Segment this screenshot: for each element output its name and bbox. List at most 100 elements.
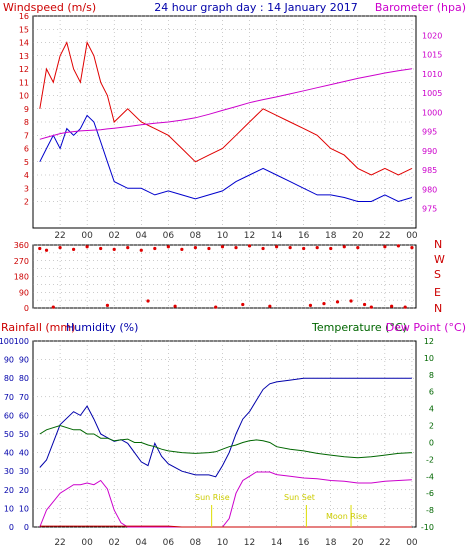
rainfall-y-tick-label: 50	[4, 430, 14, 439]
direction-point	[369, 305, 373, 309]
direction-y-tick-label: 0	[24, 304, 29, 313]
rainfall-axis-title: Rainfall (mm)	[1, 321, 75, 334]
temperature-y-tick-label: -6	[426, 489, 434, 498]
humidity-y-tick-label: 70	[19, 393, 29, 402]
direction-point	[288, 246, 292, 250]
direction-point	[126, 246, 130, 250]
direction-point	[322, 302, 326, 306]
direction-y-tick-label: 360	[14, 241, 29, 250]
climate-x-tick-label: 06	[163, 538, 175, 548]
direction-point	[214, 305, 218, 309]
wind-x-tick-label: 18	[325, 231, 337, 241]
direction-y-tick-label: 180	[14, 273, 29, 282]
rainfall-y-tick-label: 90	[4, 356, 14, 365]
humidity-axis-title: Humidity (%)	[66, 321, 138, 334]
series-rainfall-line	[39, 525, 412, 528]
wind-x-tick-label: 12	[244, 231, 255, 241]
direction-point	[193, 246, 198, 250]
direction-point	[308, 303, 313, 307]
direction-point	[335, 300, 340, 304]
temperature-y-tick-label: -8	[426, 506, 434, 515]
climate-x-tick-label: 18	[325, 538, 337, 548]
compass-w: W	[434, 253, 445, 266]
wind-y-tick-label: 4	[24, 171, 29, 180]
rainfall-y-tick-label: 0	[9, 523, 14, 532]
climate-x-tick-label: 00	[406, 538, 418, 548]
direction-point	[166, 245, 170, 249]
series-gust-line	[39, 40, 413, 176]
humidity-y-tick-label: 60	[19, 411, 29, 420]
climate-x-tick-label: 22	[379, 538, 390, 548]
wind-y-tick-label: 8	[24, 118, 29, 127]
climate-x-tick-label: 14	[271, 538, 283, 548]
temperature-y-tick-label: -4	[426, 472, 434, 481]
wind-x-tick-label: 02	[108, 231, 119, 241]
direction-point	[112, 247, 116, 251]
barometer-y-tick-label: 980	[422, 185, 437, 194]
climate-x-tick-label: 08	[190, 538, 202, 548]
temperature-y-tick-label: 4	[429, 405, 434, 414]
wind-x-tick-label: 14	[271, 231, 283, 241]
direction-point	[349, 299, 353, 303]
series-temperature-line	[39, 424, 412, 459]
direction-point	[247, 244, 252, 248]
wind-y-tick-label: 7	[24, 131, 29, 140]
moon-rise-label: Moon Rise	[326, 512, 367, 521]
compass-n-top: N	[434, 238, 442, 251]
humidity-y-tick-label: 100	[14, 337, 29, 346]
wind-y-tick-label: 9	[24, 105, 29, 114]
wind-y-tick-label: 6	[24, 145, 29, 154]
wind-y-tick-label: 15	[19, 25, 29, 34]
rainfall-y-tick-label: 80	[4, 374, 14, 383]
barometer-y-tick-label: 1020	[422, 31, 442, 40]
series-barometer-line	[39, 68, 412, 140]
direction-point	[403, 305, 407, 309]
climate-x-tick-label: 22	[54, 538, 65, 548]
wind-y-tick-label: 12	[19, 65, 29, 74]
wind-y-tick-label: 3	[24, 184, 29, 193]
temperature-y-tick-label: 0	[429, 438, 434, 447]
direction-point	[139, 248, 143, 252]
rainfall-y-tick-label: 20	[4, 486, 14, 495]
temperature-y-tick-label: 2	[429, 422, 434, 431]
wind-y-tick-label: 13	[19, 52, 29, 61]
temperature-y-tick-label: 8	[429, 371, 434, 380]
climate-x-tick-label: 20	[352, 538, 364, 548]
direction-point	[85, 245, 89, 249]
temperature-y-tick-label: 10	[424, 354, 434, 363]
humidity-y-tick-label: 40	[19, 449, 29, 458]
compass-n-bottom: N	[434, 302, 442, 315]
direction-point	[268, 304, 272, 308]
humidity-y-tick-label: 0	[24, 523, 29, 532]
barometer-y-tick-label: 1015	[422, 51, 442, 60]
climate-x-tick-label: 04	[136, 538, 148, 548]
direction-point	[356, 246, 360, 250]
rainfall-y-tick-label: 30	[4, 467, 14, 476]
direction-point	[315, 246, 319, 250]
rainfall-y-tick-label: 100	[0, 337, 14, 346]
direction-y-tick-label: 90	[19, 288, 29, 297]
climate-x-tick-label: 00	[81, 538, 93, 548]
series-humidity-line	[39, 377, 412, 478]
barometer-y-tick-label: 1000	[422, 108, 442, 117]
wind-x-tick-label: 00	[81, 231, 93, 241]
direction-point	[173, 304, 177, 308]
temperature-y-tick-label: -10	[421, 523, 434, 532]
direction-point	[44, 248, 49, 252]
windspeed-axis-title: Windspeed (m/s)	[3, 1, 96, 14]
direction-point	[241, 302, 245, 307]
dewpoint-axis-title: Dew Point (°C)	[386, 321, 466, 334]
compass-s: S	[434, 268, 441, 281]
wind-y-tick-label: 16	[19, 12, 29, 21]
direction-point	[51, 305, 55, 309]
barometer-y-tick-label: 985	[422, 166, 437, 175]
barometer-y-tick-label: 975	[422, 205, 437, 214]
wind-y-tick-label: 14	[19, 39, 29, 48]
climate-x-tick-label: 12	[244, 538, 255, 548]
series-average-line	[39, 114, 413, 203]
direction-point	[207, 246, 211, 251]
wind-y-tick-label: 11	[19, 78, 29, 87]
barometer-y-tick-label: 1010	[422, 70, 442, 79]
